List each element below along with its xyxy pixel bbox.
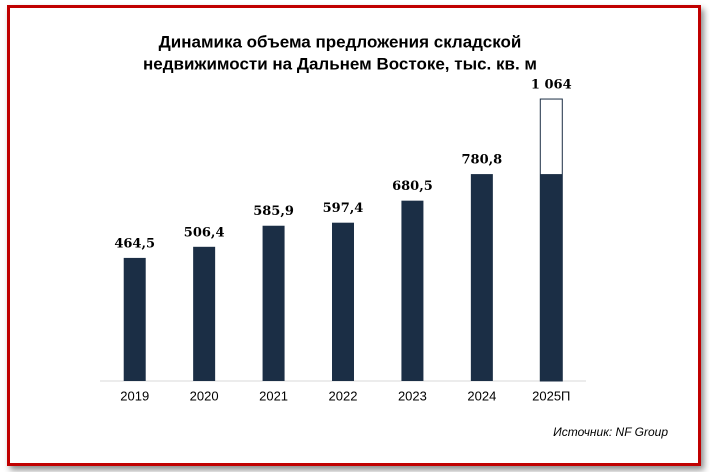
value-label: 780,8 — [461, 153, 502, 168]
bar — [123, 257, 146, 381]
chart-title: Динамика объема предложения складской — [159, 32, 522, 51]
bar — [193, 246, 216, 381]
x-tick-label: 2021 — [259, 388, 288, 403]
bar — [470, 174, 493, 381]
value-label: 1 064 — [531, 78, 572, 93]
x-tick-label: 2025П — [532, 388, 570, 403]
bar — [401, 200, 424, 381]
x-tick-label: 2019 — [120, 388, 149, 403]
bar — [262, 225, 285, 381]
bar — [332, 222, 354, 381]
x-tick-label: 2020 — [190, 388, 219, 403]
value-label: 506,4 — [184, 225, 225, 240]
bar-filled — [540, 174, 563, 381]
x-tick-label: 2024 — [467, 388, 496, 403]
value-label: 597,4 — [323, 201, 364, 216]
value-label: 585,9 — [253, 204, 294, 219]
value-label: 464,5 — [114, 236, 155, 251]
source-note: Источник: NF Group — [553, 425, 668, 439]
x-tick-label: 2023 — [398, 388, 427, 403]
chart-title: недвижимости на Дальнем Востоке, тыс. кв… — [143, 54, 537, 73]
x-tick-label: 2022 — [329, 388, 358, 403]
value-label: 680,5 — [392, 179, 433, 194]
